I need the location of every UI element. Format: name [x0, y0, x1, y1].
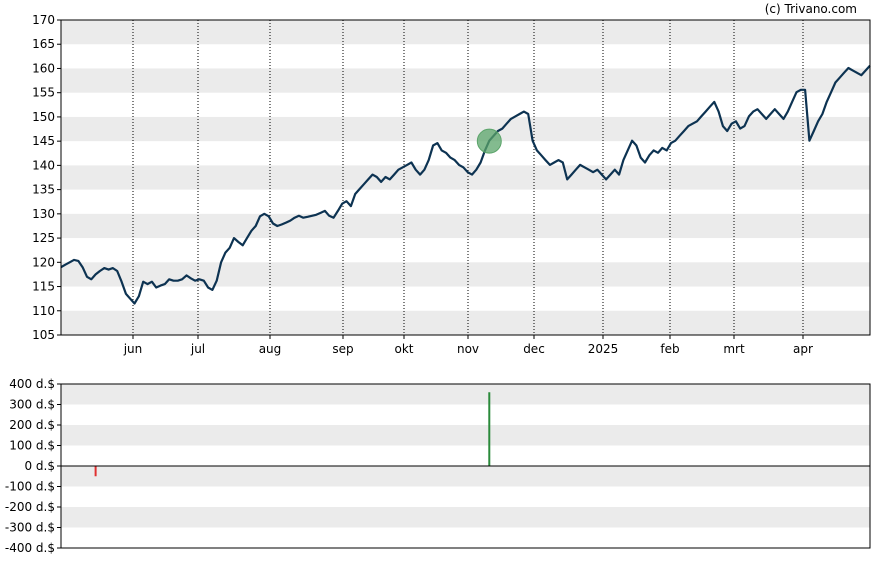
price-x-tick-label: aug — [259, 342, 282, 356]
price-series-line — [60, 64, 871, 305]
insider-volume-bars — [94, 392, 491, 477]
price-grid-bands — [61, 20, 870, 335]
volume-y-tick-label: -300 d.$ — [5, 521, 55, 535]
price-y-axis: 105 110 115 120 125 130 135 140 145 150 155 160 165 1… — [32, 13, 61, 342]
price-y-tick-label: 165 — [32, 37, 55, 51]
insider-trade-marker — [476, 128, 502, 154]
price-x-tick-label: apr — [793, 342, 813, 356]
volume-y-tick-label: 200 d.$ — [9, 418, 55, 432]
volume-y-tick-label: -400 d.$ — [5, 541, 55, 555]
volume-band — [61, 425, 870, 446]
volume-band — [61, 507, 870, 528]
volume-y-tick-label: -200 d.$ — [5, 500, 55, 514]
volume-y-tick-label: 400 d.$ — [9, 377, 55, 391]
price-y-tick-label: 170 — [32, 13, 55, 27]
volume-y-tick-label: 300 d.$ — [9, 398, 55, 412]
price-y-tick-label: 160 — [32, 61, 55, 75]
volume-grid-bands — [61, 384, 870, 528]
price-y-tick-label: 130 — [32, 207, 55, 221]
price-y-tick-label: 140 — [32, 158, 55, 172]
price-y-tick-label: 135 — [32, 183, 55, 197]
price-x-tick-label: 2025 — [588, 342, 619, 356]
price-y-tick-label: 155 — [32, 86, 55, 100]
price-band — [61, 68, 870, 93]
price-x-tick-label: jun — [123, 342, 143, 356]
price-y-tick-label: 145 — [32, 134, 55, 148]
volume-y-axis: -400 d.$ -300 d.$ -200 d.$ -100 d.$ 0 d.$ 100… — [5, 377, 61, 555]
price-band — [61, 262, 870, 287]
price-y-tick-label: 105 — [32, 328, 55, 342]
price-y-tick-label: 125 — [32, 231, 55, 245]
price-band — [61, 20, 870, 45]
price-x-tick-label: jul — [190, 342, 205, 356]
price-y-tick-label: 110 — [32, 304, 55, 318]
volume-band — [61, 466, 870, 487]
price-x-axis: jun jul aug sep okt nov dec 2025 feb mrt apr — [123, 335, 813, 356]
price-panel-frame — [60, 19, 871, 336]
price-band — [61, 310, 870, 335]
volume-y-tick-label: -100 d.$ — [5, 480, 55, 494]
price-x-tick-label: okt — [395, 342, 414, 356]
price-x-tick-label: mrt — [723, 342, 745, 356]
volume-band — [61, 384, 870, 405]
price-x-tick-label: nov — [457, 342, 479, 356]
price-band — [61, 213, 870, 239]
price-y-tick-label: 150 — [32, 110, 55, 124]
volume-y-tick-label: 100 d.$ — [9, 439, 55, 453]
price-band — [61, 116, 870, 142]
price-x-tick-label: dec — [523, 342, 545, 356]
price-x-tick-label: feb — [660, 342, 679, 356]
volume-y-tick-label: 0 d.$ — [24, 459, 55, 473]
price-x-tick-label: sep — [332, 342, 353, 356]
price-y-tick-label: 115 — [32, 280, 55, 294]
credit-label: (c) Trivano.com — [765, 2, 857, 16]
price-y-tick-label: 120 — [32, 255, 55, 269]
